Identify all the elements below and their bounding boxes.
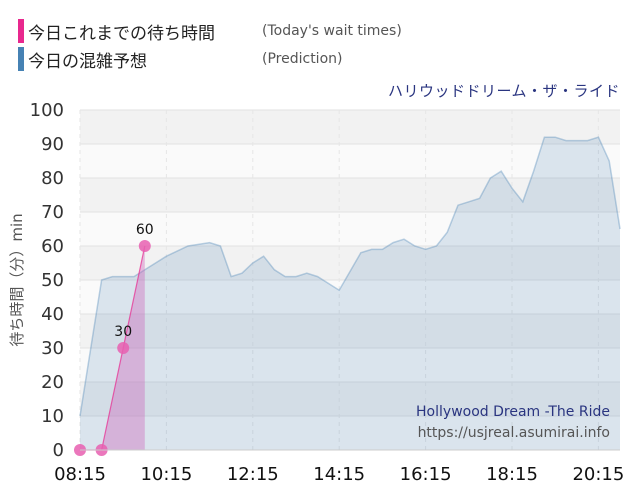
legend-label-prediction: 今日の混雑予想 <box>28 51 147 72</box>
plot-band <box>80 348 620 382</box>
y-tick-label: 30 <box>41 338 64 359</box>
plot-band <box>80 246 620 280</box>
today-area <box>80 246 145 450</box>
x-tick-label: 12:15 <box>227 464 279 485</box>
legend-note-today: (Today's wait times) <box>262 23 402 39</box>
today-point <box>138 240 151 252</box>
y-tick-label: 0 <box>53 440 64 461</box>
data-label: 30 <box>114 324 132 340</box>
watermark-name: Hollywood Dream -The Ride <box>416 404 610 420</box>
plot-band <box>80 212 620 246</box>
legend: 今日これまでの待ち時間 (Today's wait times) 今日の混雑予想… <box>0 0 640 82</box>
y-tick-label: 60 <box>41 236 64 257</box>
plot-band <box>80 280 620 314</box>
y-tick-label: 50 <box>41 270 64 291</box>
y-tick-label: 100 <box>30 100 64 121</box>
legend-swatch-today <box>18 19 24 43</box>
y-tick-label: 10 <box>41 406 64 427</box>
prediction-area <box>80 137 620 450</box>
data-label: 60 <box>136 222 154 238</box>
watermark-url: https://usjreal.asumirai.info <box>418 425 610 441</box>
legend-swatch-prediction <box>18 47 24 71</box>
x-tick-label: 10:15 <box>140 464 192 485</box>
x-tick-label: 20:15 <box>572 464 624 485</box>
prediction-line <box>79 136 621 417</box>
y-tick-label: 80 <box>41 168 64 189</box>
y-tick-label: 40 <box>41 304 64 325</box>
plot-background <box>80 110 620 450</box>
labels: 30 60 Hollywood Dream -The Ride https://usj… <box>114 222 610 441</box>
x-tick-label: 08:15 <box>54 464 106 485</box>
attraction-name: ハリウッドドリーム・ザ・ライド <box>387 82 620 100</box>
plot-band <box>80 144 620 178</box>
legend-label-today: 今日これまでの待ち時間 <box>28 23 215 44</box>
legend-item-today: 今日これまでの待ち時間 (Today's wait times) <box>18 18 402 44</box>
x-tick-label: 18:15 <box>486 464 538 485</box>
y-tick-label: 20 <box>41 372 64 393</box>
plot-band <box>80 416 620 450</box>
axes: 0 10 20 30 40 50 60 70 80 90 100 08:15 10:15 12:15 14:… <box>8 100 624 485</box>
plot-band <box>80 314 620 348</box>
legend-note-prediction: (Prediction) <box>262 51 343 67</box>
grid <box>79 109 620 451</box>
plot-band <box>80 110 620 144</box>
y-axis-label: 待ち時間（分）min <box>8 213 26 346</box>
x-tick-label: 16:15 <box>400 464 452 485</box>
x-tick-label: 14:15 <box>313 464 365 485</box>
legend-item-prediction: 今日の混雑予想 (Prediction) <box>18 46 342 72</box>
y-tick-label: 70 <box>41 202 64 223</box>
y-tick-label: 90 <box>41 134 64 155</box>
today-point <box>117 342 130 354</box>
plot-band <box>80 178 620 212</box>
plot-band <box>80 382 620 416</box>
